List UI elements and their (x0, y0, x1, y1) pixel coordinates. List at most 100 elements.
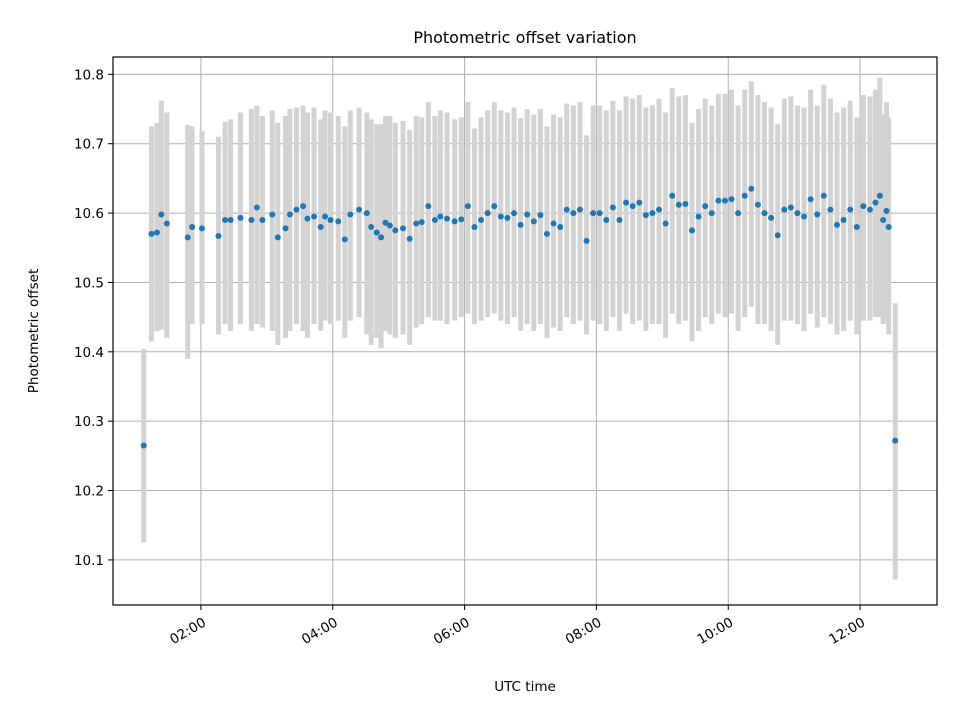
data-point (511, 210, 518, 217)
data-point (406, 235, 413, 242)
data-point (237, 214, 244, 221)
data-point (872, 199, 879, 206)
data-point (451, 218, 458, 225)
data-point (688, 227, 695, 234)
data-point (550, 220, 557, 227)
chart-title: Photometric offset variation (413, 28, 636, 47)
data-point (876, 192, 883, 199)
data-point (794, 210, 801, 217)
data-point (437, 213, 444, 220)
data-point (471, 223, 478, 230)
data-point (629, 203, 636, 210)
data-point (682, 201, 689, 208)
data-point (860, 203, 867, 210)
data-point (834, 221, 841, 228)
data-point (570, 210, 577, 217)
data-point (656, 206, 663, 213)
data-point (300, 203, 307, 210)
data-point (866, 206, 873, 213)
data-point (563, 206, 570, 213)
data-point (787, 204, 794, 211)
data-points (140, 185, 899, 449)
data-point (827, 206, 834, 213)
data-point (259, 217, 266, 224)
data-point (341, 236, 348, 243)
data-point (543, 230, 550, 237)
data-point (748, 185, 755, 192)
data-point (198, 225, 205, 232)
data-point (517, 221, 524, 228)
data-point (616, 217, 623, 224)
data-point (335, 218, 342, 225)
data-point (269, 211, 276, 218)
data-point (327, 217, 334, 224)
data-point (431, 217, 438, 224)
data-point (892, 437, 899, 444)
data-point (883, 207, 890, 214)
data-point (189, 223, 196, 230)
data-point (478, 217, 485, 224)
data-point (801, 213, 808, 220)
data-point (741, 192, 748, 199)
data-point (443, 215, 450, 222)
data-point (274, 234, 281, 241)
data-point (702, 203, 709, 210)
data-point (524, 211, 531, 218)
data-point (163, 220, 170, 227)
data-point (382, 219, 389, 226)
data-point (754, 201, 761, 208)
data-point (400, 225, 407, 232)
data-point (491, 203, 498, 210)
data-point (642, 212, 649, 219)
data-point (662, 220, 669, 227)
data-point (248, 217, 255, 224)
y-tick-label: 10.2 (74, 484, 104, 500)
y-tick-label: 10.3 (74, 414, 104, 430)
data-point (885, 223, 892, 230)
y-tick-label: 10.7 (74, 137, 104, 153)
data-point (158, 211, 165, 218)
data-point (853, 223, 860, 230)
data-point (781, 206, 788, 213)
data-point (184, 234, 191, 241)
data-point (583, 237, 590, 244)
data-point (636, 199, 643, 206)
data-point (504, 214, 511, 221)
x-axis-label: UTC time (494, 679, 556, 695)
data-point (311, 213, 318, 220)
data-point (807, 196, 814, 203)
data-point (227, 217, 234, 224)
data-point (708, 210, 715, 217)
data-point (721, 197, 728, 204)
data-point (368, 223, 375, 230)
data-point (484, 210, 491, 217)
data-point (557, 223, 564, 230)
y-axis-label: Photometric offset (26, 269, 42, 393)
data-point (282, 225, 289, 232)
data-point (363, 210, 370, 217)
data-point (537, 212, 544, 219)
y-tick-label: 10.1 (74, 553, 104, 569)
data-point (576, 206, 583, 213)
data-point (148, 230, 155, 237)
data-point (695, 213, 702, 220)
data-point (840, 217, 847, 224)
data-point (649, 210, 656, 217)
data-point (774, 232, 781, 239)
data-point (728, 196, 735, 203)
data-point (153, 229, 160, 236)
data-point (464, 203, 471, 210)
data-point (347, 211, 354, 218)
data-point (356, 206, 363, 213)
data-point (596, 210, 603, 217)
data-point (761, 210, 768, 217)
data-point (530, 218, 537, 225)
data-point (497, 213, 504, 220)
data-point (222, 217, 229, 224)
y-tick-label: 10.8 (74, 67, 104, 83)
data-point (286, 211, 293, 218)
data-point (623, 199, 630, 206)
data-point (715, 197, 722, 204)
data-point (675, 201, 682, 208)
